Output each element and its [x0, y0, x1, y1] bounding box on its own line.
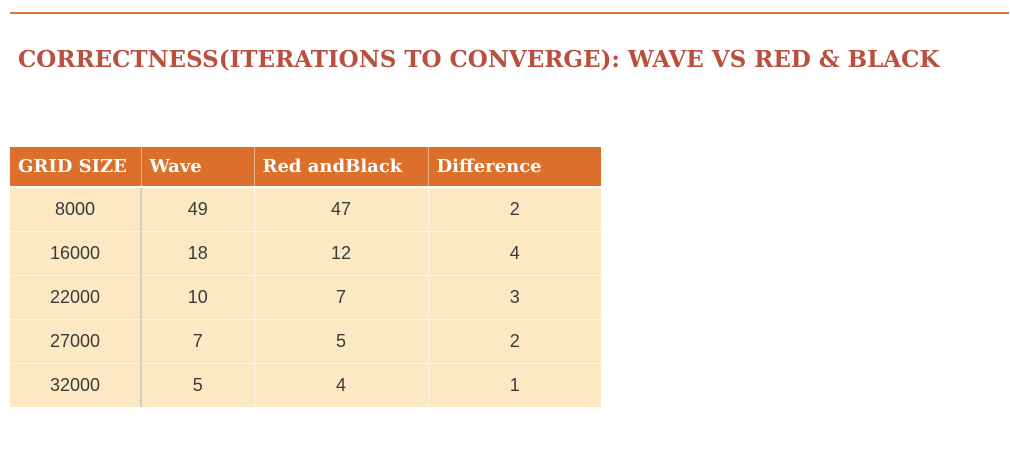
- header-grid-size: GRID SIZE: [10, 147, 142, 188]
- cell-wave: 10: [141, 275, 255, 320]
- cell-red-and-black: 12: [254, 231, 429, 276]
- table-row: 8000 49 47 2: [10, 187, 601, 232]
- cell-wave: 18: [141, 231, 255, 276]
- table-header: GRID SIZE Wave Red andBlack Difference: [10, 147, 601, 188]
- header-red-and-black: Red andBlack: [254, 147, 429, 188]
- cell-red-and-black: 7: [254, 275, 429, 320]
- table-row: 32000 5 4 1: [10, 363, 601, 407]
- cell-difference: 3: [428, 275, 601, 320]
- cell-red-and-black: 47: [254, 187, 429, 232]
- header-wave: Wave: [141, 147, 255, 188]
- top-divider: [10, 12, 1009, 14]
- cell-difference: 4: [428, 231, 601, 276]
- cell-wave: 49: [141, 187, 255, 232]
- comparison-table: GRID SIZE Wave Red andBlack Difference 8…: [10, 147, 601, 407]
- cell-difference: 1: [428, 363, 601, 407]
- cell-grid-size: 27000: [10, 319, 142, 364]
- table-row: 16000 18 12 4: [10, 231, 601, 276]
- header-row: GRID SIZE Wave Red andBlack Difference: [10, 147, 601, 188]
- cell-grid-size: 32000: [10, 363, 142, 407]
- cell-red-and-black: 4: [254, 363, 429, 407]
- table-row: 22000 10 7 3: [10, 275, 601, 320]
- table-row: 27000 7 5 2: [10, 319, 601, 364]
- cell-grid-size: 8000: [10, 187, 142, 232]
- cell-red-and-black: 5: [254, 319, 429, 364]
- cell-wave: 7: [141, 319, 255, 364]
- cell-grid-size: 22000: [10, 275, 142, 320]
- cell-wave: 5: [141, 363, 255, 407]
- table-body: 8000 49 47 2 16000 18 12 4 22000 10 7 3 …: [10, 187, 601, 407]
- slide-title: CORRECTNESS(ITERATIONS TO CONVERGE): WAV…: [18, 46, 940, 73]
- cell-difference: 2: [428, 187, 601, 232]
- cell-grid-size: 16000: [10, 231, 142, 276]
- cell-difference: 2: [428, 319, 601, 364]
- header-difference: Difference: [428, 147, 601, 188]
